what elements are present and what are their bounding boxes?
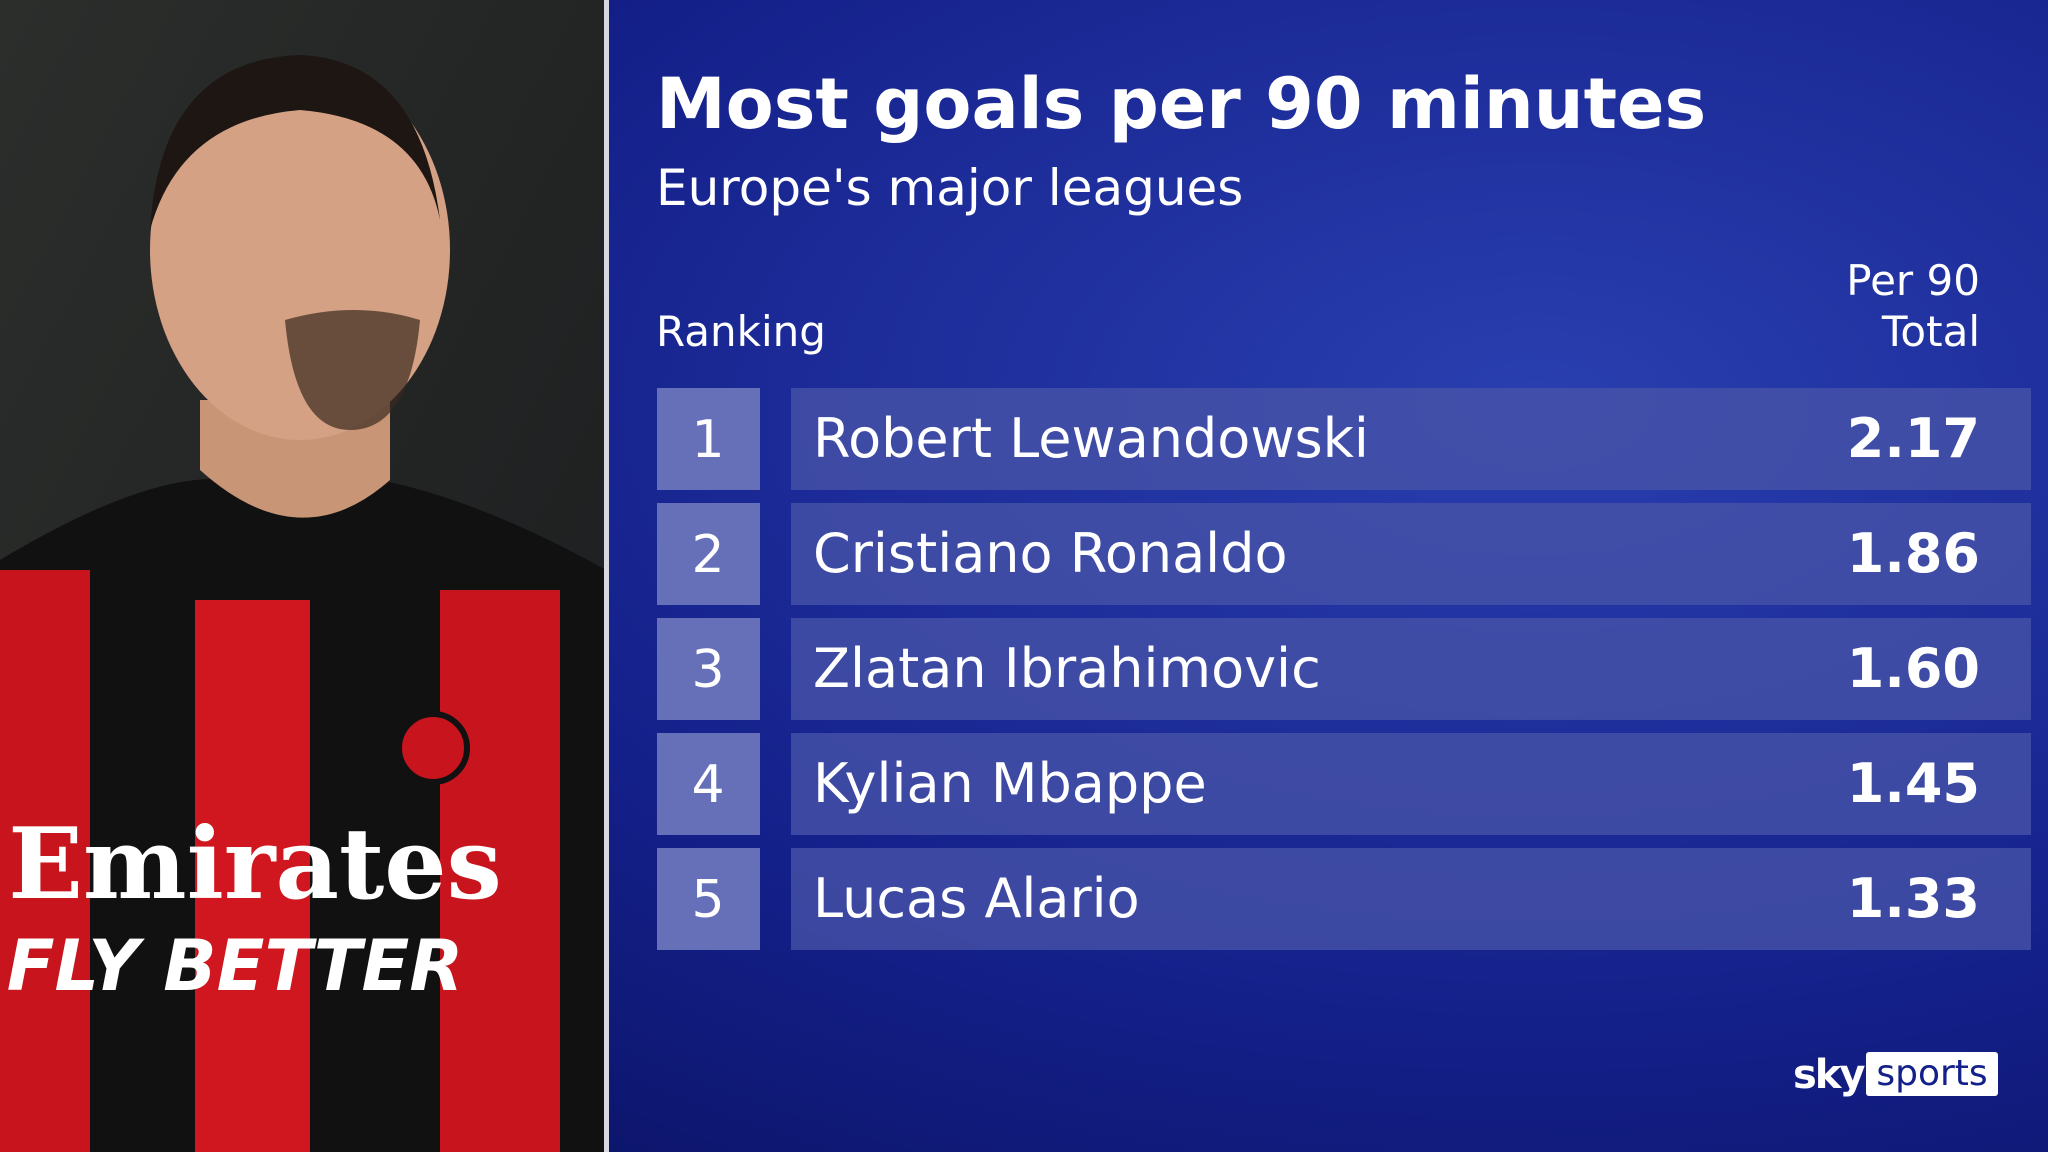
logo-product: sports: [1876, 1053, 1987, 1094]
logo: sky sports: [1793, 1052, 1998, 1098]
row-bar: [791, 848, 2031, 950]
goals-per-90: 1.33: [1847, 867, 1980, 930]
goals-per-90: 2.17: [1847, 407, 1980, 470]
row-bar: [791, 388, 2031, 490]
rank: 1: [691, 410, 724, 470]
rank-cell: [657, 848, 760, 950]
column-header: Total: [1881, 307, 1980, 356]
row-bar: [791, 618, 2031, 720]
title: Most goals per 90 minutes: [656, 63, 1706, 145]
row-bar: [791, 503, 2031, 605]
row-bar: [791, 733, 2031, 835]
rank-cell: [657, 618, 760, 720]
subtitle: Europe's major leagues: [656, 159, 1243, 217]
player-name: Cristiano Ronaldo: [813, 522, 1288, 585]
rank: 5: [691, 870, 724, 930]
rank-cell: [657, 503, 760, 605]
rank-cell: [657, 733, 760, 835]
player-name: Robert Lewandowski: [813, 407, 1369, 470]
column-header: Per 90: [1846, 256, 1980, 305]
logo-brand: sky: [1793, 1052, 1865, 1098]
player-name: Kylian Mbappe: [813, 752, 1207, 815]
rank: 3: [691, 640, 724, 700]
goals-per-90: 1.60: [1847, 637, 1980, 700]
goals-per-90: 1.45: [1847, 752, 1980, 815]
goals-per-90: 1.86: [1847, 522, 1980, 585]
rank: 4: [691, 755, 724, 815]
player-photo: Emirates FLY BETTER: [0, 0, 606, 1152]
divider: [604, 0, 609, 1152]
column-header: Ranking: [656, 307, 826, 356]
ranking-table: 1 Robert Lewandowski 2.17 2 Cristiano Ronald…: [657, 388, 2031, 950]
player-name: Zlatan Ibrahimovic: [813, 637, 1321, 700]
player-name: Lucas Alario: [813, 867, 1140, 930]
shirt-sponsor: Emirates: [8, 807, 502, 922]
shirt-slogan: FLY BETTER: [7, 925, 464, 1007]
rank: 2: [691, 525, 724, 585]
rank-cell: [657, 388, 760, 490]
